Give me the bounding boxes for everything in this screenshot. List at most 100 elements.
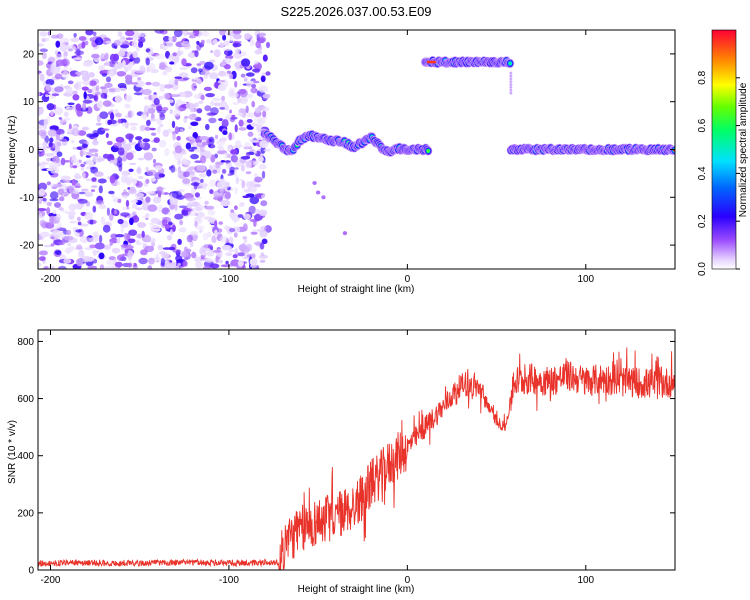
colorbar-tick-label: 0.2 — [697, 214, 708, 228]
heatmap-noise-cell — [118, 49, 126, 57]
heatmap-noise-cell — [115, 112, 122, 118]
heatmap-noise-cell — [215, 164, 220, 169]
heatmap-noise-cell — [224, 50, 228, 56]
heatmap-noise-cell — [210, 50, 214, 53]
heatmap-noise-cell — [218, 145, 224, 152]
heatmap-streak-cell — [509, 77, 513, 81]
heatmap-noise-cell — [137, 222, 147, 228]
heatmap-noise-cell — [255, 40, 261, 49]
heatmap-noise-cell — [209, 189, 214, 195]
heatmap-noise-cell — [95, 85, 100, 92]
heatmap-noise-cell — [162, 92, 171, 100]
heatmap-noise-cell — [89, 236, 100, 243]
heatmap-noise-cell — [159, 113, 166, 121]
heatmap-noise-cell — [147, 204, 158, 212]
heatmap-noise-cell — [145, 81, 152, 86]
heatmap-noise-cell — [82, 99, 93, 104]
heatmap-noise-cell — [194, 50, 199, 58]
heatmap-noise-cell — [205, 258, 213, 263]
spectrogram-y-tick-label: 10 — [23, 97, 35, 108]
heatmap-noise-cell — [88, 72, 95, 78]
heatmap-noise-cell — [155, 253, 160, 260]
heatmap-noise-cell — [67, 242, 71, 247]
heatmap-noise-cell — [220, 199, 231, 207]
heatmap-noise-cell — [131, 211, 137, 216]
heatmap-noise-cell — [38, 162, 41, 167]
heatmap-noise-cell — [185, 142, 192, 150]
heatmap-noise-cell — [228, 146, 232, 151]
heatmap-noise-cell — [200, 70, 211, 76]
heatmap-noise-cell — [205, 123, 210, 131]
heatmap-noise-cell — [261, 170, 266, 179]
heatmap-noise-cell — [70, 37, 80, 43]
heatmap-noise-cell — [166, 234, 173, 241]
heatmap-noise-cell — [101, 73, 107, 77]
heatmap-noise-cell — [158, 251, 166, 255]
heatmap-noise-cell — [158, 139, 167, 148]
heatmap-noise-cell — [253, 213, 263, 221]
heatmap-noise-cell — [76, 244, 83, 250]
heatmap-noise-cell — [261, 238, 268, 245]
heatmap-noise-cell — [235, 176, 240, 185]
heatmap-noise-cell — [206, 39, 213, 44]
heatmap-noise-cell — [243, 238, 248, 243]
heatmap-noise-cell — [177, 158, 181, 166]
heatmap-noise-cell — [188, 125, 192, 130]
heatmap-noise-cell — [182, 178, 191, 185]
heatmap-noise-cell — [77, 198, 88, 204]
heatmap-noise-cell — [168, 36, 173, 42]
heatmap-noise-cell — [131, 40, 138, 48]
heatmap-noise-cell — [83, 72, 87, 77]
heatmap-noise-cell — [138, 41, 144, 48]
heatmap-noise-cell — [105, 221, 112, 225]
heatmap-noise-cell — [151, 147, 157, 152]
heatmap-noise-cell — [39, 231, 50, 238]
heatmap-noise-cell — [206, 112, 217, 117]
heatmap-noise-cell — [76, 80, 83, 84]
heatmap-noise-cell — [212, 169, 218, 174]
spectrogram-x-axis-label: Height of straight line (km) — [298, 284, 415, 295]
heatmap-noise-cell — [216, 170, 220, 174]
heatmap-noise-cell — [38, 208, 47, 212]
snr-x-tick-label: -200 — [40, 575, 60, 586]
heatmap-noise-cell — [56, 53, 62, 58]
heatmap-noise-cell — [117, 118, 122, 124]
heatmap-noise-cell — [131, 178, 138, 185]
heatmap-streak-cell — [509, 88, 513, 92]
heatmap-noise-cell — [203, 248, 211, 252]
heatmap-noise-cell — [169, 61, 175, 65]
heatmap-noise-cell — [99, 111, 109, 119]
heatmap-noise-cell — [266, 41, 270, 49]
heatmap-noise-cell — [81, 143, 89, 149]
heatmap-noise-cell — [227, 173, 232, 177]
heatmap-noise-cell — [258, 32, 267, 37]
heatmap-noise-cell — [171, 120, 176, 129]
heatmap-noise-cell — [94, 37, 104, 46]
heatmap-noise-cell — [181, 209, 189, 216]
heatmap-noise-cell — [39, 219, 46, 227]
heatmap-noise-cell — [137, 77, 142, 81]
heatmap-noise-cell — [42, 52, 47, 60]
heatmap-noise-cell — [181, 158, 188, 164]
colorbar-ticks: 0.0 0.2 0.4 0.6 0.8 — [697, 70, 740, 276]
heatmap-noise-cell — [95, 91, 101, 95]
heatmap-noise-cell — [103, 62, 111, 66]
colorbar-tick-label: 0.0 — [697, 262, 708, 276]
heatmap-noise-cell — [204, 61, 214, 70]
heatmap-noise-cell — [214, 134, 219, 140]
heatmap-noise-cell — [261, 194, 265, 199]
heatmap-noise-cell — [120, 212, 130, 217]
heatmap-noise-cell — [222, 130, 228, 135]
heatmap-noise-cell — [199, 229, 203, 233]
heatmap-noise-cell — [41, 162, 50, 165]
heatmap-noise-cell — [250, 140, 260, 143]
colorbar-label: Normalized spectral amplitude — [738, 82, 749, 217]
heatmap-noise-cell — [71, 139, 75, 144]
heatmap-noise-cell — [116, 181, 121, 186]
heatmap-noise-cell — [139, 124, 146, 132]
heatmap-noise-cell — [135, 136, 143, 141]
heatmap-noise-cell — [245, 105, 249, 114]
heatmap-noise-cell — [172, 249, 182, 253]
spectrogram-x-tick-label: 100 — [577, 274, 594, 285]
heatmap-noise-cell — [38, 199, 42, 205]
